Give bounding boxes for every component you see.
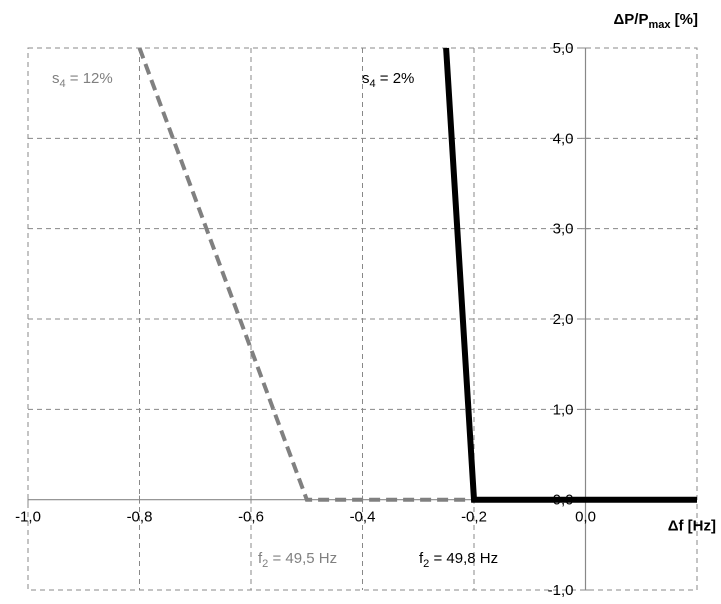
x-tick-label: -0,6 [238,509,264,526]
axis-titles: ΔP/Pmax [%] Δf [Hz] [614,11,717,535]
x-tick-label: -0,8 [127,509,153,526]
series-line-dashed [137,47,697,502]
y-axis-title: ΔP/Pmax [%] [614,11,699,31]
gridlines [27,47,698,591]
annotations: s4 = 12% s4 = 2% f2 = 49,5 Hz f2 = 49,8 Hz [52,70,498,570]
series-lines [137,47,697,503]
y-tick-label: 4,0 [553,130,574,147]
tick-labels: -1,0 -0,8 -0,6 -0,4 -0,2 0,0 -1,0 0,0 1,0 2,0 3,0 4… [15,40,596,599]
x-tick-label: 0,0 [575,509,596,526]
y-tick-label: 2,0 [553,311,574,328]
y-tick-label: 0,0 [553,492,574,509]
x-tick-label: -1,0 [15,509,41,526]
x-tick-label: -0,2 [461,509,487,526]
y-tick-label: -1,0 [548,582,574,599]
annotation-s4-2: s4 = 2% [362,70,414,90]
annotation-f2-498: f2 = 49,8 Hz [419,550,498,570]
y-tick-label: 1,0 [553,401,574,418]
annotation-f2-495: f2 = 49,5 Hz [258,550,337,570]
annotation-s4-12: s4 = 12% [52,70,113,90]
x-tick-label: -0,4 [350,509,376,526]
series-line-solid [443,47,697,503]
y-tick-label: 3,0 [553,221,574,238]
y-tick-label: 5,0 [553,40,574,57]
x-axis-title: Δf [Hz] [668,518,716,535]
